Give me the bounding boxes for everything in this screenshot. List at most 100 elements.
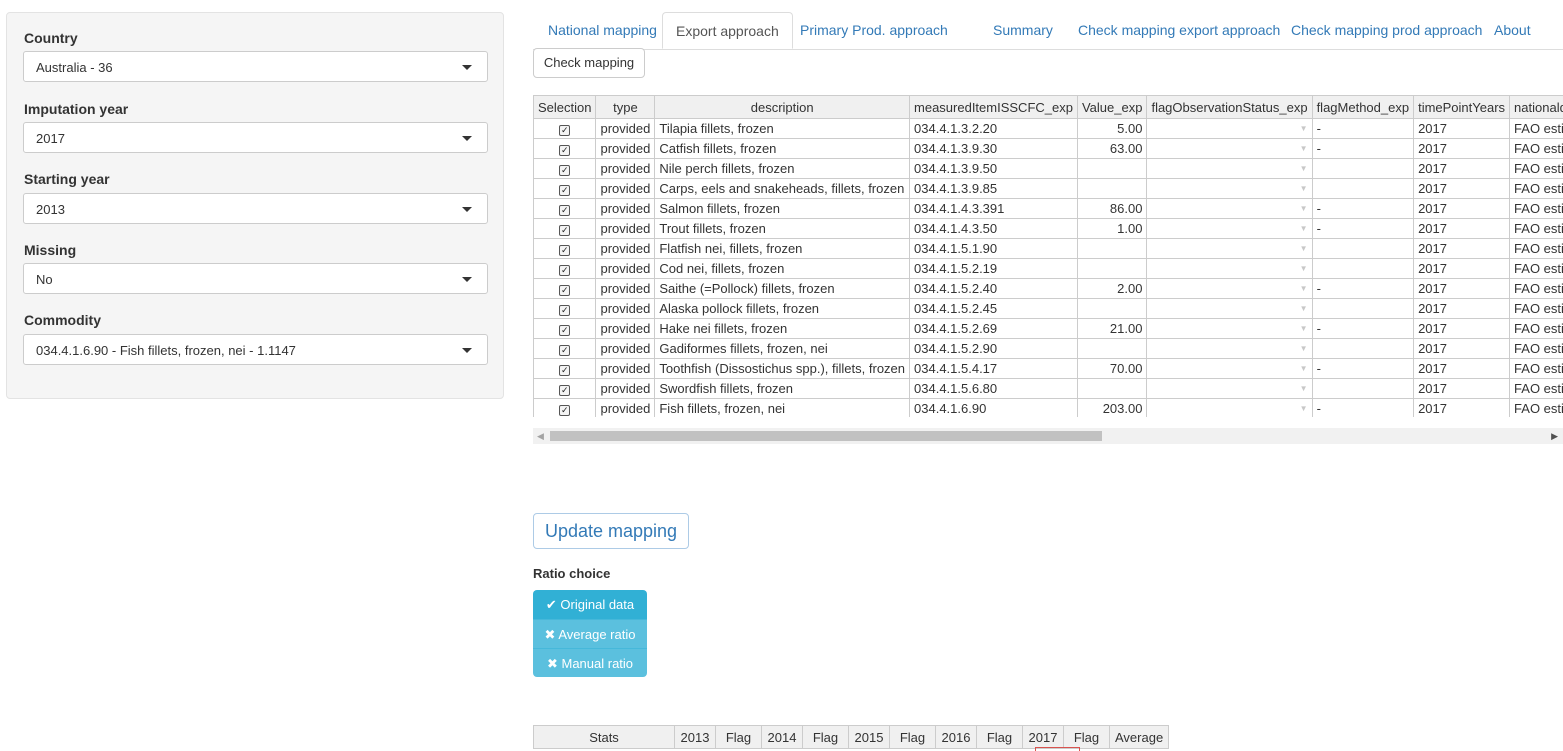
dropdown-arrow-icon[interactable]: ▼ <box>1299 164 1308 173</box>
cell-flag-method[interactable]: - <box>1311 318 1415 339</box>
checkbox-checked-icon[interactable]: ✓ <box>559 125 571 136</box>
dropdown-arrow-icon[interactable]: ▼ <box>1299 284 1308 293</box>
row-select-checkbox[interactable]: ✓ <box>533 258 597 279</box>
table-row[interactable]: ✓ provided Catfish fillets, frozen 034.4.1.… <box>533 138 1563 159</box>
cell-value[interactable]: 2.00 <box>1076 278 1148 299</box>
dropdown-arrow-icon[interactable]: ▼ <box>1299 224 1308 233</box>
col-national-description[interactable]: nationaldescription <box>1509 95 1563 119</box>
dropdown-arrow-icon[interactable]: ▼ <box>1299 344 1308 353</box>
checkbox-checked-icon[interactable]: ✓ <box>559 305 571 316</box>
table-row[interactable]: ✓ provided Nile perch fillets, frozen 034.4… <box>533 158 1563 179</box>
cell-flag-method[interactable]: - <box>1311 358 1415 379</box>
cell-flag-observation-status[interactable]: ▼ <box>1146 118 1313 139</box>
dropdown-arrow-icon[interactable]: ▼ <box>1299 244 1308 253</box>
cell-value[interactable]: 86.00 <box>1076 198 1148 219</box>
dropdown-arrow-icon[interactable]: ▼ <box>1299 184 1308 193</box>
checkbox-checked-icon[interactable]: ✓ <box>559 265 571 276</box>
cell-flag-method[interactable] <box>1311 298 1415 319</box>
table-row[interactable]: ✓ provided Alaska pollock fillets, frozen 0… <box>533 298 1563 319</box>
cell-value[interactable]: 21.00 <box>1076 318 1148 339</box>
cell-flag-observation-status[interactable]: ▼ <box>1146 138 1313 159</box>
cell-flag-method[interactable] <box>1311 238 1415 259</box>
cell-flag-observation-status[interactable]: ▼ <box>1146 218 1313 239</box>
cell-flag-observation-status[interactable]: ▼ <box>1146 238 1313 259</box>
cell-flag-observation-status[interactable]: ▼ <box>1146 378 1313 399</box>
cell-flag-observation-status[interactable]: ▼ <box>1146 278 1313 299</box>
cell-flag-method[interactable] <box>1311 158 1415 179</box>
col-flag-observation-status[interactable]: flagObservationStatus_exp <box>1146 95 1313 119</box>
row-select-checkbox[interactable]: ✓ <box>533 378 597 399</box>
row-select-checkbox[interactable]: ✓ <box>533 338 597 359</box>
dropdown-arrow-icon[interactable]: ▼ <box>1299 364 1308 373</box>
cell-flag-observation-status[interactable]: ▼ <box>1146 338 1313 359</box>
table-row[interactable]: ✓ provided Toothfish (Dissostichus spp.), … <box>533 358 1563 379</box>
table-row[interactable]: ✓ provided Fish fillets, frozen, nei 034.4.… <box>533 398 1563 417</box>
ratio-original-data-button[interactable]: ✔ Original data <box>533 590 647 619</box>
tab-summary[interactable]: Summary <box>993 22 1053 38</box>
cell-value[interactable] <box>1076 258 1148 279</box>
cell-flag-observation-status[interactable]: ▼ <box>1146 398 1313 417</box>
checkbox-checked-icon[interactable]: ✓ <box>559 365 571 376</box>
cell-flag-observation-status[interactable]: ▼ <box>1146 298 1313 319</box>
cell-value[interactable]: 203.00 <box>1076 398 1148 417</box>
table-row[interactable]: ✓ provided Trout fillets, frozen 034.4.1.4.… <box>533 218 1563 239</box>
cell-value[interactable]: 1.00 <box>1076 218 1148 239</box>
cell-flag-observation-status[interactable]: ▼ <box>1146 318 1313 339</box>
horizontal-scrollbar[interactable]: ◀ ▶ <box>533 428 1563 444</box>
ratio-average-ratio-button[interactable]: ✖ Average ratio <box>533 619 647 648</box>
checkbox-checked-icon[interactable]: ✓ <box>559 405 571 416</box>
tab-national-mapping[interactable]: National mapping <box>548 22 657 38</box>
dropdown-arrow-icon[interactable]: ▼ <box>1299 384 1308 393</box>
row-select-checkbox[interactable]: ✓ <box>533 278 597 299</box>
col-description[interactable]: description <box>654 95 911 119</box>
cell-value[interactable] <box>1076 378 1148 399</box>
cell-flag-observation-status[interactable]: ▼ <box>1146 178 1313 199</box>
table-row[interactable]: ✓ provided Flatfish nei, fillets, frozen 03… <box>533 238 1563 259</box>
col-flag-method[interactable]: flagMethod_exp <box>1311 95 1415 119</box>
table-row[interactable]: ✓ provided Cod nei, fillets, frozen 034.4.1… <box>533 258 1563 279</box>
cell-flag-observation-status[interactable]: ▼ <box>1146 158 1313 179</box>
cell-value[interactable]: 63.00 <box>1076 138 1148 159</box>
cell-flag-method[interactable]: - <box>1311 278 1415 299</box>
checkbox-checked-icon[interactable]: ✓ <box>559 185 571 196</box>
checkbox-checked-icon[interactable]: ✓ <box>559 165 571 176</box>
row-select-checkbox[interactable]: ✓ <box>533 158 597 179</box>
cell-flag-method[interactable] <box>1311 378 1415 399</box>
scrollbar-thumb[interactable] <box>550 431 1102 441</box>
row-select-checkbox[interactable]: ✓ <box>533 358 597 379</box>
checkbox-checked-icon[interactable]: ✓ <box>559 205 571 216</box>
table-row[interactable]: ✓ provided Gadiformes fillets, frozen, nei… <box>533 338 1563 359</box>
checkbox-checked-icon[interactable]: ✓ <box>559 245 571 256</box>
col-type[interactable]: type <box>595 95 656 119</box>
cell-value[interactable] <box>1076 178 1148 199</box>
tab-check-mapping-prod[interactable]: Check mapping prod approach <box>1291 22 1483 38</box>
col-time-point-years[interactable]: timePointYears <box>1413 95 1511 119</box>
checkbox-checked-icon[interactable]: ✓ <box>559 325 571 336</box>
dropdown-arrow-icon[interactable]: ▼ <box>1299 204 1308 213</box>
table-row[interactable]: ✓ provided Hake nei fillets, frozen 034.4.1… <box>533 318 1563 339</box>
row-select-checkbox[interactable]: ✓ <box>533 298 597 319</box>
cell-flag-method[interactable]: - <box>1311 398 1415 417</box>
tab-check-mapping-export[interactable]: Check mapping export approach <box>1078 22 1281 38</box>
cell-value[interactable] <box>1076 158 1148 179</box>
table-row[interactable]: ✓ provided Swordfish fillets, frozen 034.4.… <box>533 378 1563 399</box>
dropdown-arrow-icon[interactable]: ▼ <box>1299 144 1308 153</box>
row-select-checkbox[interactable]: ✓ <box>533 318 597 339</box>
cell-flag-method[interactable]: - <box>1311 118 1415 139</box>
dropdown-arrow-icon[interactable]: ▼ <box>1299 324 1308 333</box>
row-select-checkbox[interactable]: ✓ <box>533 218 597 239</box>
starting-year-select[interactable]: 2013 <box>23 193 488 224</box>
col-measured-item[interactable]: measuredItemISSCFC_exp <box>909 95 1078 119</box>
commodity-select[interactable]: 034.4.1.6.90 - Fish fillets, frozen, nei… <box>23 334 488 365</box>
tab-primary-prod-approach[interactable]: Primary Prod. approach <box>800 22 948 38</box>
checkbox-checked-icon[interactable]: ✓ <box>559 145 571 156</box>
imputation-year-select[interactable]: 2017 <box>23 122 488 153</box>
cell-flag-observation-status[interactable]: ▼ <box>1146 358 1313 379</box>
row-select-checkbox[interactable]: ✓ <box>533 118 597 139</box>
col-value[interactable]: Value_exp <box>1076 95 1148 119</box>
cell-flag-observation-status[interactable]: ▼ <box>1146 198 1313 219</box>
row-select-checkbox[interactable]: ✓ <box>533 178 597 199</box>
update-mapping-button[interactable]: Update mapping <box>533 513 689 549</box>
checkbox-checked-icon[interactable]: ✓ <box>559 285 571 296</box>
cell-flag-method[interactable]: - <box>1311 218 1415 239</box>
